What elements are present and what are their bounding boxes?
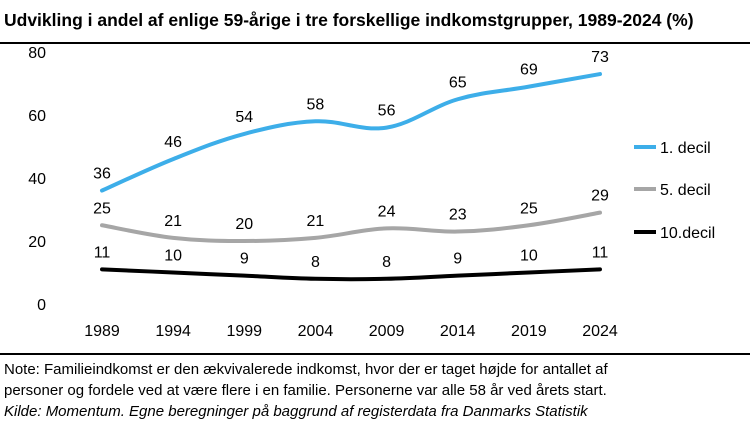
data-label: 25 <box>93 200 111 217</box>
y-tick-label: 0 <box>37 297 46 314</box>
chart-title: Udvikling i andel af enlige 59-årige i t… <box>4 10 694 30</box>
data-label: 36 <box>93 166 111 183</box>
bottom-rule <box>0 353 750 355</box>
data-label: 20 <box>235 216 253 233</box>
data-label: 69 <box>520 62 538 79</box>
series-line-1 <box>100 72 602 193</box>
note-line-1: Note: Familieindkomst er den ækvivalered… <box>4 361 608 378</box>
data-label: 46 <box>164 134 182 151</box>
x-tick-label: 2009 <box>369 323 405 340</box>
data-label: 8 <box>382 254 391 271</box>
x-tick-label: 2024 <box>582 323 618 340</box>
x-tick-label: 1989 <box>84 323 120 340</box>
data-labels: 36 46 54 58 56 65 69 73 25 21 20 21 24 23 25 29 11 10 9 8 8 9… <box>93 49 609 271</box>
data-label: 25 <box>520 200 538 217</box>
y-tick-label: 80 <box>28 45 46 62</box>
notes: Note: Familieindkomst er den ækvivalered… <box>4 359 748 422</box>
y-tick-label: 40 <box>28 171 46 188</box>
source-line: Kilde: Momentum. Egne beregninger på bag… <box>4 403 588 420</box>
data-label: 10 <box>164 248 182 265</box>
y-tick-label: 20 <box>28 234 46 251</box>
data-label: 54 <box>235 109 253 126</box>
data-label: 24 <box>378 203 396 220</box>
data-label: 10 <box>520 248 538 265</box>
x-tick-label: 2004 <box>298 323 334 340</box>
data-label: 8 <box>311 254 320 271</box>
data-label: 65 <box>449 74 467 91</box>
legend-label: 5. decil <box>660 182 711 199</box>
data-label: 23 <box>449 207 467 224</box>
series-lines <box>100 72 602 282</box>
x-axis-ticks: 1989 1994 1999 2004 2009 2014 2019 2024 <box>84 323 618 340</box>
data-label: 58 <box>307 96 325 113</box>
data-label: 21 <box>307 213 325 230</box>
y-tick-label: 60 <box>28 108 46 125</box>
legend-label: 10.decil <box>660 225 715 242</box>
series-line-2 <box>100 210 602 243</box>
data-label: 9 <box>453 251 462 268</box>
note-line-2: personer og fordele ved at være flere i … <box>4 382 607 399</box>
data-label: 56 <box>378 103 396 120</box>
data-label: 29 <box>591 188 609 205</box>
x-tick-label: 1999 <box>226 323 262 340</box>
data-label: 9 <box>240 251 249 268</box>
x-tick-label: 1994 <box>155 323 191 340</box>
series-line-3 <box>100 267 602 282</box>
line-chart: 0 20 40 60 80 1989 1994 1999 2004 2009 2014 2019 20… <box>28 45 715 340</box>
data-label: 11 <box>94 244 111 261</box>
data-label: 73 <box>591 49 609 66</box>
x-tick-label: 2014 <box>440 323 476 340</box>
legend-label: 1. decil <box>660 140 711 157</box>
x-tick-label: 2019 <box>511 323 547 340</box>
top-rule <box>0 42 750 44</box>
data-label: 11 <box>592 244 609 261</box>
data-label: 21 <box>164 213 182 230</box>
y-axis-ticks: 0 20 40 60 80 <box>28 45 46 314</box>
legend: 1. decil 5. decil 10.decil <box>634 140 715 242</box>
